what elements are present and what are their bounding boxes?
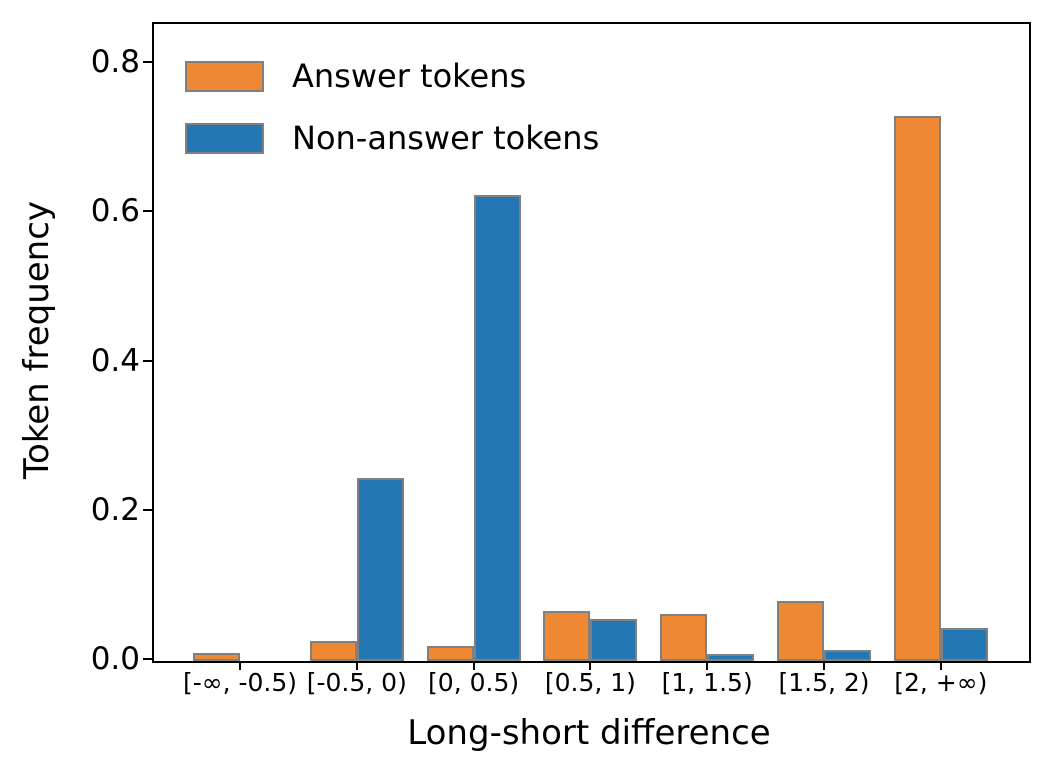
- y-tick-label: 0.6: [90, 193, 140, 230]
- legend-entry: Answer tokens: [185, 57, 599, 95]
- y-tick-label: 0.8: [90, 44, 140, 81]
- legend-swatch: [185, 60, 264, 92]
- x-tick-label: [-0.5, 0): [306, 668, 407, 697]
- y-tick-label: 0.0: [90, 641, 140, 677]
- bar-non-answer: [356, 478, 404, 661]
- x-tick-label: [-∞, -0.5): [182, 668, 298, 697]
- y-tick-label: 0.4: [90, 342, 140, 379]
- x-tick-label: [0.5, 1): [544, 668, 636, 697]
- y-tick-label: 0.2: [90, 491, 140, 528]
- legend: Answer tokens Non-answer tokens: [185, 57, 599, 181]
- bar-answer: [543, 611, 591, 661]
- bar-non-answer: [824, 650, 871, 661]
- bar-non-answer: [590, 619, 638, 661]
- bar-non-answer: [940, 628, 988, 661]
- legend-label: Non-answer tokens: [292, 119, 600, 157]
- bar-answer: [193, 653, 240, 661]
- x-tick-mark: [589, 661, 592, 670]
- x-tick-mark: [706, 661, 709, 670]
- x-tick-mark: [355, 661, 358, 670]
- y-tick-mark: [143, 658, 152, 660]
- bar-answer: [777, 601, 824, 661]
- y-axis-title: Token frequency: [17, 200, 57, 480]
- x-tick-label: [1.5, 2): [778, 668, 870, 697]
- bar-answer: [426, 646, 474, 661]
- x-tick-mark: [472, 661, 475, 670]
- plot-area: Answer tokens Non-answer tokens: [152, 22, 1031, 663]
- legend-swatch: [185, 122, 264, 154]
- x-tick-mark: [823, 661, 825, 670]
- bar-answer: [660, 614, 708, 661]
- bar-non-answer: [473, 195, 521, 661]
- y-tick-mark: [143, 508, 152, 511]
- x-tick-label: [1, 1.5): [661, 668, 753, 697]
- legend-label: Answer tokens: [292, 57, 527, 95]
- y-tick-mark: [143, 359, 152, 362]
- y-tick-mark: [143, 61, 152, 64]
- bar-non-answer: [707, 654, 755, 661]
- bar-answer: [893, 116, 941, 661]
- y-tick-mark: [143, 210, 152, 213]
- x-tick-mark: [239, 661, 241, 670]
- x-tick-label: [2, +∞): [894, 668, 988, 697]
- x-axis-title: Long-short difference: [407, 713, 771, 753]
- x-tick-label: [0, 0.5): [428, 668, 520, 697]
- x-tick-mark: [939, 661, 942, 670]
- legend-entry: Non-answer tokens: [185, 119, 599, 157]
- bar-answer: [309, 641, 357, 661]
